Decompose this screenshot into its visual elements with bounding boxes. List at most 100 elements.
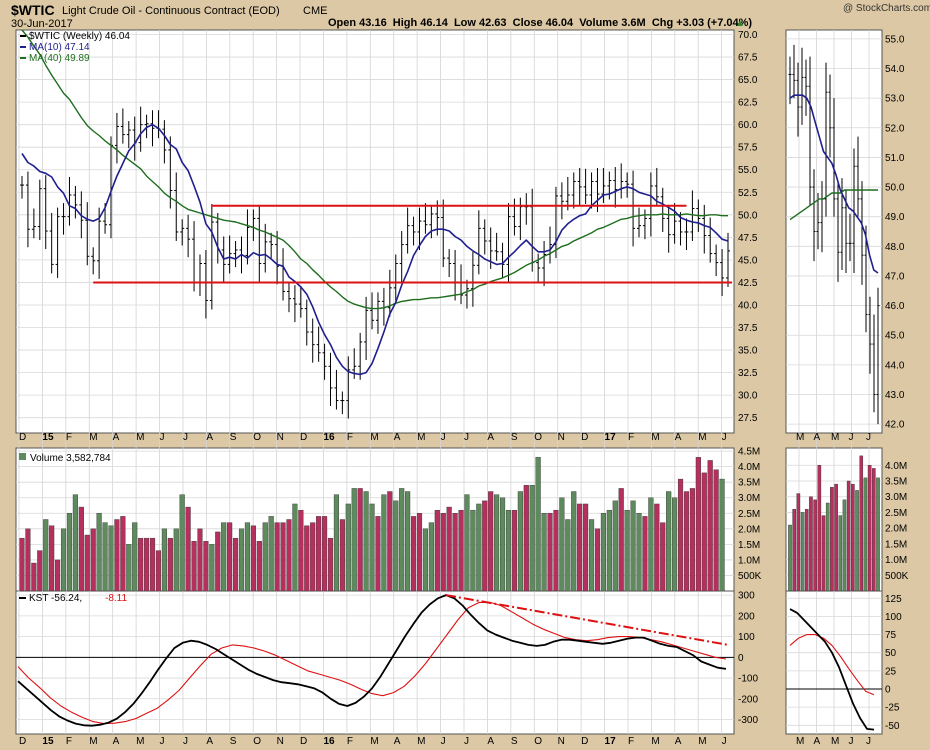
y-tick-label: 2.0M — [738, 524, 760, 535]
volume-bar — [197, 528, 203, 592]
y-tick-label: 37.5 — [738, 323, 758, 334]
volume-bar — [817, 465, 822, 592]
volume-swatch-icon — [19, 453, 26, 460]
volume-bar — [821, 515, 826, 592]
x-tick-label: O — [534, 432, 542, 443]
y-tick-label: 54.0 — [885, 64, 905, 75]
volume-bar — [571, 491, 577, 592]
y-tick-label: 25 — [885, 666, 897, 677]
axis-labels: DD1515FFMMAAMMJJJJAASSOONNDD1616FFMMAAMM… — [19, 30, 909, 747]
volume-bar — [713, 469, 719, 592]
y-tick-label: 55.0 — [885, 34, 905, 45]
volume-bar — [863, 477, 868, 592]
volume-bar — [588, 519, 595, 592]
y-tick-label: 53.0 — [885, 94, 905, 105]
x-tick-label: N — [277, 432, 284, 443]
legend-ma10: MA(10) 47.14 — [29, 42, 90, 53]
y-tick-label: 100 — [738, 632, 755, 643]
x-tick-label: M — [698, 432, 706, 443]
volume-bar — [553, 509, 559, 592]
y-tick-label: 2.0M — [885, 524, 907, 535]
x-tick-label: S — [230, 432, 237, 443]
volume-bar — [37, 550, 43, 592]
y-tick-label: 27.5 — [738, 413, 758, 424]
volume-bar — [612, 500, 618, 592]
x-tick-label: M — [831, 432, 839, 443]
volume-bar — [838, 515, 843, 592]
x-tick-label: F — [628, 736, 634, 747]
x-tick-label: J — [464, 432, 469, 443]
volume-bar — [114, 519, 120, 592]
volume-bar — [648, 497, 654, 592]
x-tick-label: A — [675, 432, 682, 443]
volume-bar — [345, 503, 351, 592]
x-tick-label: J — [183, 736, 188, 747]
volume-bar — [440, 513, 446, 592]
x-tick-label: N — [558, 432, 565, 443]
volume-bar — [859, 455, 864, 592]
x-tick-label: N — [558, 736, 565, 747]
volume-bar — [541, 513, 547, 592]
volume-bar — [642, 516, 648, 592]
y-tick-label: 500K — [885, 571, 909, 582]
volume-bar — [203, 541, 209, 592]
volume-bar — [221, 522, 227, 592]
volume-bar — [268, 516, 274, 592]
x-tick-label: N — [277, 736, 284, 747]
y-tick-label: 30.0 — [738, 391, 758, 402]
y-tick-label: 44.0 — [885, 360, 905, 371]
x-tick-label: A — [814, 432, 821, 443]
y-tick-label: 75 — [885, 630, 897, 641]
legend-volume: Volume 3,582,784 — [30, 453, 111, 464]
volume-bar — [191, 541, 197, 592]
x-tick-label: J — [441, 736, 446, 747]
x-tick-label: D — [300, 736, 307, 747]
y-tick-label: 57.5 — [738, 143, 758, 154]
volume-bar — [256, 541, 262, 592]
volume-bar — [565, 519, 571, 592]
volume-bar — [167, 537, 173, 592]
volume-bar — [630, 500, 636, 592]
volume-bar — [381, 494, 387, 592]
x-tick-label: A — [487, 736, 494, 747]
volume-bar — [796, 493, 801, 592]
ma40-line — [789, 189, 878, 221]
volume-bar — [434, 509, 440, 592]
volume-bar — [867, 465, 872, 592]
y-tick-label: 40.0 — [738, 300, 758, 311]
volume-bar — [452, 513, 458, 592]
ma10-line — [789, 94, 879, 274]
x-tick-label: J — [849, 432, 854, 443]
volume-bar — [559, 497, 565, 592]
kst-line — [17, 594, 727, 727]
y-tick-label: 2.5M — [885, 508, 907, 519]
y-tick-label: 42.5 — [738, 278, 758, 289]
volume-bar — [523, 485, 529, 592]
volume-bar — [375, 516, 381, 592]
volume-bar — [292, 503, 298, 592]
y-tick-label: 1.0M — [885, 555, 907, 566]
volume-bar — [72, 494, 78, 592]
y-tick-label: 62.5 — [738, 98, 758, 109]
x-tick-label: M — [89, 432, 97, 443]
volume-bar — [529, 485, 535, 592]
volume-bar — [458, 509, 464, 592]
volume-bar — [387, 491, 393, 592]
volume-bar — [422, 528, 428, 592]
y-tick-label: 43.0 — [885, 390, 905, 401]
volume-bar — [60, 528, 67, 592]
price-legend: $WTIC (Weekly) 46.04 MA(10) 47.14 MA(40)… — [20, 31, 130, 64]
y-tick-label: 3.0M — [738, 493, 760, 504]
volume-bar — [428, 522, 434, 592]
x-tick-label: M — [370, 432, 378, 443]
volume-bar — [788, 524, 792, 592]
y-tick-label: 4.0M — [738, 462, 760, 473]
x-tick-label: 15 — [42, 736, 54, 747]
volume-bar — [161, 528, 167, 592]
y-tick-label: 0 — [885, 684, 891, 695]
volume-bar — [618, 488, 624, 592]
volume-bar — [155, 550, 162, 592]
x-tick-label: D — [300, 432, 307, 443]
volume-bar — [583, 503, 589, 592]
